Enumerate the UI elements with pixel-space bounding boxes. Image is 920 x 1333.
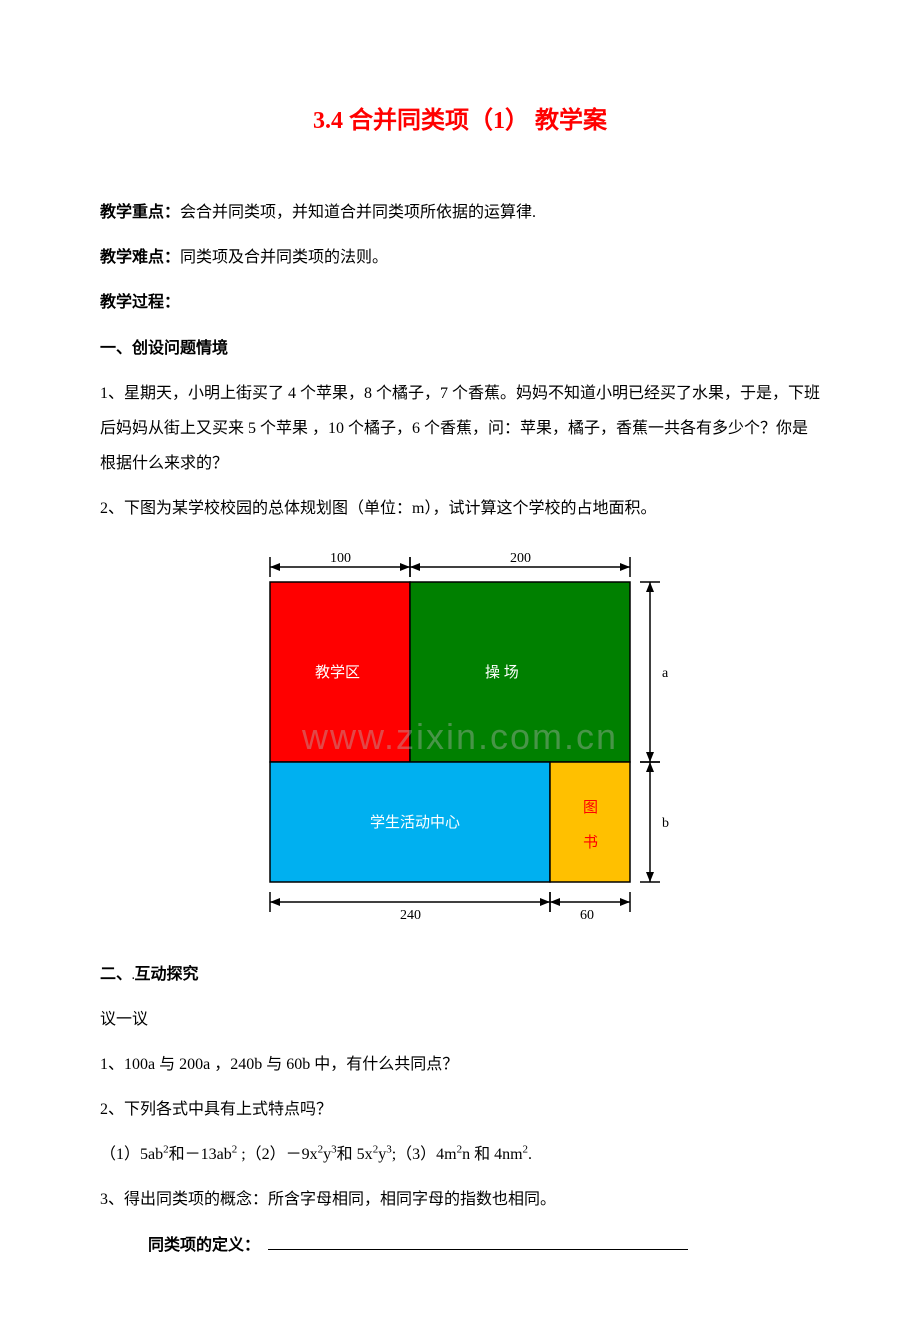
library-label-1: 图 <box>583 799 598 816</box>
dim-label-60: 60 <box>580 908 594 923</box>
playground-box <box>410 582 630 762</box>
page-title: 3.4 合并同类项（1） 教学案 <box>100 100 820 135</box>
bottom-dimension-60: 60 <box>550 892 630 923</box>
section2-title: 二、.互动探究 <box>100 957 820 992</box>
dim-label-240: 240 <box>400 908 421 923</box>
playground-label: 操 场 <box>485 664 519 681</box>
concept-label: 同类项的定义： <box>148 1237 260 1254</box>
dim-label-200: 200 <box>510 551 531 566</box>
teaching-difficulty-content: 同类项及合并同类项的法则。 <box>180 249 388 266</box>
dim-label-a: a <box>662 666 669 681</box>
process-label: 教学过程： <box>100 285 820 320</box>
dim-label-100: 100 <box>330 551 351 566</box>
library-box <box>550 762 630 882</box>
dim-label-b: b <box>662 816 669 831</box>
library-label-2: 书 <box>583 834 598 851</box>
section2-q2-label: 2、下列各式中具有上式特点吗？ <box>100 1092 820 1127</box>
teaching-difficulty-label: 教学难点： <box>100 249 180 266</box>
teaching-key-content: 会合并同类项，并知道合并同类项所依据的运算律. <box>180 204 536 221</box>
section1-q1: 1、星期天，小明上街买了 4 个苹果，8 个橘子，7 个香蕉。妈妈不知道小明已经… <box>100 376 820 482</box>
teaching-label: 教学区 <box>315 664 360 681</box>
teaching-key: 教学重点：会合并同类项，并知道合并同类项所依据的运算律. <box>100 195 820 230</box>
section2-q2-options: （1）5ab2和－13ab2 ;（2）－9x2y3和 5x2y3;（3）4m2n… <box>100 1137 820 1172</box>
section2-q3: 3、得出同类项的概念：所含字母相同，相同字母的指数也相同。 <box>100 1182 820 1217</box>
top-dimension-100: 100 <box>270 551 410 577</box>
teaching-key-label: 教学重点： <box>100 204 180 221</box>
activity-label: 学生活动中心 <box>370 814 460 831</box>
campus-diagram: 100 200 教学区 操 场 学生活动中心 <box>240 547 680 927</box>
definition-blank <box>268 1234 688 1250</box>
section1-title: 一、创设问题情境 <box>100 331 820 366</box>
teaching-difficulty: 教学难点：同类项及合并同类项的法则。 <box>100 240 820 275</box>
bottom-dimension-240: 240 <box>270 892 550 923</box>
diagram-container: 100 200 教学区 操 场 学生活动中心 <box>100 547 820 927</box>
campus-svg: 100 200 教学区 操 场 学生活动中心 <box>240 547 680 927</box>
top-dimension-200: 200 <box>410 551 630 577</box>
right-dimension-a: a <box>640 582 669 762</box>
section1-q2: 2、下图为某学校校园的总体规划图（单位：m），试计算这个学校的占地面积。 <box>100 491 820 526</box>
concept-definition: 同类项的定义： <box>100 1228 820 1263</box>
section2-subtitle: 议一议 <box>100 1002 820 1037</box>
section2-q1: 1、100a 与 200a ，240b 与 60b 中，有什么共同点？ <box>100 1047 820 1082</box>
right-dimension-b: b <box>640 762 669 882</box>
